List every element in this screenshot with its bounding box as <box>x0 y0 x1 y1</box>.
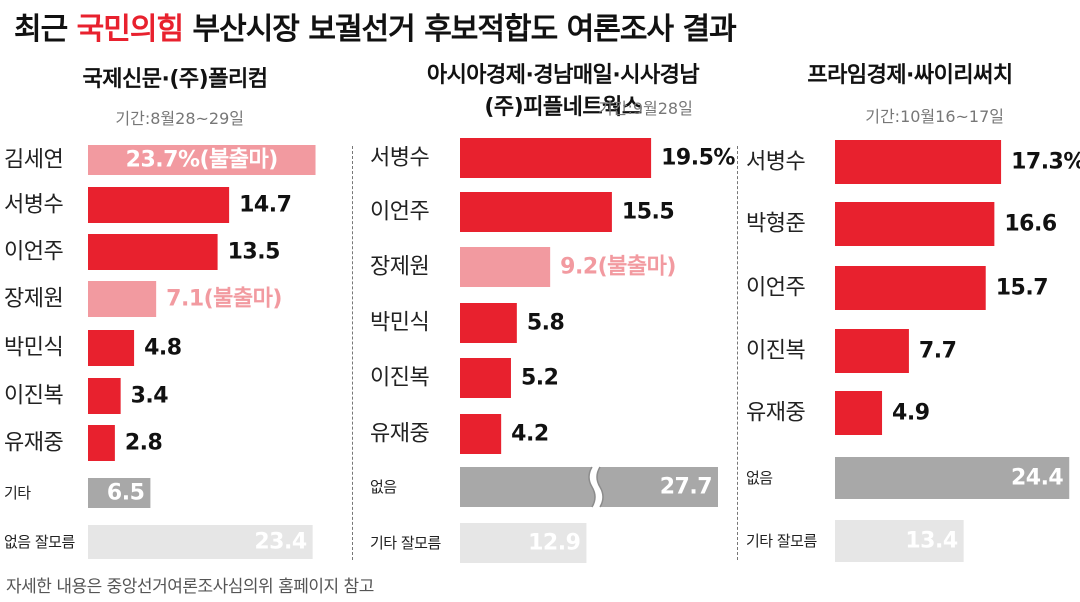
category-label: 박민식 <box>4 336 63 361</box>
bar <box>88 281 156 317</box>
category-label: 장제원 <box>370 255 429 280</box>
value-label: 5.2 <box>521 366 558 391</box>
bar <box>835 329 909 373</box>
value-label: 19.5% <box>661 146 735 171</box>
value-label: 5.8 <box>527 311 564 336</box>
bar <box>460 358 511 398</box>
value-label: 23.4 <box>254 530 306 555</box>
survey-period: 기간:9월28일 <box>598 99 693 118</box>
category-label: 유재중 <box>370 422 429 447</box>
value-label: 7.7 <box>919 339 956 364</box>
bar <box>88 378 121 414</box>
value-label: 6.5 <box>107 481 144 506</box>
bar <box>835 140 1001 184</box>
value-label: 9.2(불출마) <box>560 255 676 280</box>
category-label: 이언주 <box>4 240 63 265</box>
category-label: 이진복 <box>4 384 63 409</box>
category-label: 이언주 <box>370 200 429 225</box>
bar <box>88 187 229 223</box>
category-label: 서병수 <box>370 146 429 171</box>
value-label: 15.5 <box>622 200 674 225</box>
bar <box>88 330 134 366</box>
chart-title: 아시아경제·경남매일·시사경남 <box>427 63 700 88</box>
value-label: 12.9 <box>528 531 580 556</box>
value-label: 15.7 <box>996 276 1048 301</box>
category-label: 장제원 <box>4 287 63 312</box>
survey-period: 기간:10월16~17일 <box>865 107 1004 126</box>
bar <box>835 391 882 435</box>
chart-title: 프라임경제·싸이리써치 <box>807 63 1012 88</box>
bar <box>460 303 517 343</box>
value-label: 7.1(불출마) <box>166 287 282 312</box>
value-label: 17.3% <box>1011 150 1080 175</box>
category-label: 기타 <box>4 484 31 502</box>
value-label: 2.8 <box>125 431 162 456</box>
category-label: 기타 잘모름 <box>746 532 817 550</box>
value-label: 4.9 <box>892 401 929 426</box>
category-label: 기타 잘모름 <box>370 534 441 552</box>
value-label: 14.7 <box>239 193 291 218</box>
survey-period: 기간:8월28~29일 <box>115 109 244 128</box>
bar <box>460 138 651 178</box>
value-label: 4.8 <box>144 336 181 361</box>
category-label: 없음 <box>370 478 397 496</box>
category-label: 박민식 <box>370 311 429 336</box>
category-label: 서병수 <box>4 193 63 218</box>
category-label: 서병수 <box>746 150 805 175</box>
category-label: 이언주 <box>746 276 805 301</box>
chart-title: 국제신문·(주)폴리컴 <box>83 67 268 92</box>
bar <box>835 266 986 310</box>
category-label: 없음 <box>746 469 773 487</box>
bar <box>88 425 115 461</box>
bar <box>88 234 218 270</box>
value-label: 16.6 <box>1004 212 1056 237</box>
category-label: 유재중 <box>746 401 805 426</box>
value-label: 13.4 <box>905 529 957 554</box>
value-label: 3.4 <box>131 384 169 409</box>
bar <box>460 414 501 454</box>
value-label: 27.7 <box>660 475 712 500</box>
value-label: 23.7%(불출마) <box>126 148 278 173</box>
category-label: 이진복 <box>746 339 805 364</box>
value-label: 24.4 <box>1011 466 1063 491</box>
bar <box>460 192 612 232</box>
category-label: 유재중 <box>4 431 63 456</box>
category-label: 김세연 <box>4 148 63 173</box>
category-label: 이진복 <box>370 366 429 391</box>
bar <box>460 247 550 287</box>
category-label: 박형준 <box>746 212 805 237</box>
bar <box>835 202 994 246</box>
value-label: 4.2 <box>511 422 548 447</box>
value-label: 13.5 <box>228 240 280 265</box>
footer-note: 자세한 내용은 중앙선거여론조사심의위 홈페이지 참고 <box>6 572 374 597</box>
category-label: 없음 잘모름 <box>4 533 75 551</box>
